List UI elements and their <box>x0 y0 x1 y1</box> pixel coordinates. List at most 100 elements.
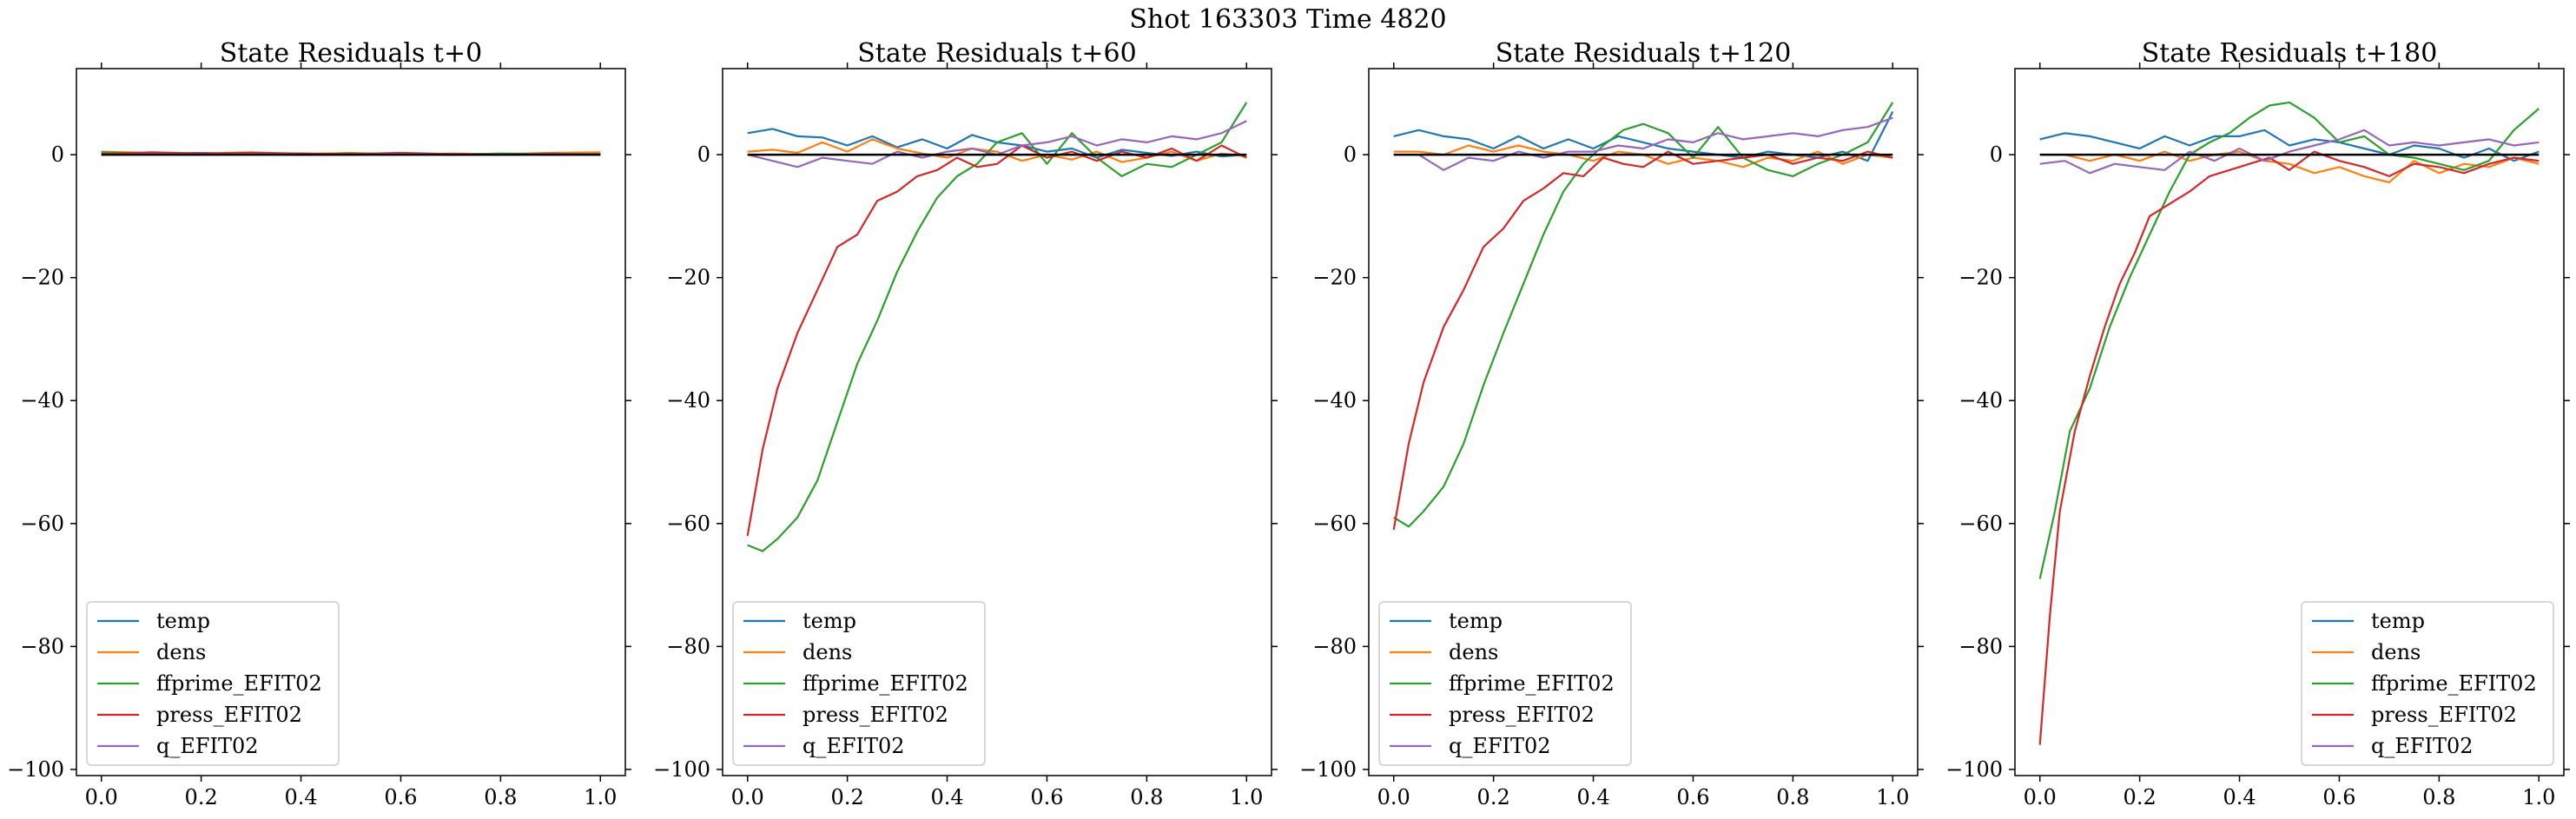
legend-label: temp <box>803 609 856 633</box>
panel-title: State Residuals t+0 <box>220 38 482 69</box>
y-tick-label: −40 <box>20 388 64 413</box>
x-tick-label: 0.4 <box>2223 785 2256 809</box>
legend-label: ffprime_EFIT02 <box>156 671 322 696</box>
x-tick-label: 0.0 <box>85 785 118 809</box>
x-tick-label: 0.8 <box>1130 785 1163 809</box>
legend: temp dens ffprime_EFIT02 press_EFIT02 q_EFIT… <box>732 601 986 766</box>
y-tick-label: −80 <box>1958 634 2003 658</box>
x-tick-label: 1.0 <box>2522 785 2555 809</box>
y-tick-label: −20 <box>1312 266 1357 290</box>
legend-box <box>732 601 986 766</box>
legend-label: ffprime_EFIT02 <box>2371 671 2537 696</box>
y-tick-label: −100 <box>1945 757 2003 782</box>
axes-frame <box>76 68 626 776</box>
legend: temp dens ffprime_EFIT02 press_EFIT02 q_EFIT… <box>2301 601 2554 766</box>
legend-label: q_EFIT02 <box>1449 734 1551 758</box>
series-line-temp <box>1393 111 1894 162</box>
y-tick-label: −60 <box>666 512 710 536</box>
y-tick-label: −60 <box>1958 512 2003 536</box>
legend-label: q_EFIT02 <box>803 734 905 758</box>
x-tick-label: 0.0 <box>2024 785 2057 809</box>
series-line-ffprime_EFIT02 <box>2038 101 2540 579</box>
y-tick-label: −40 <box>666 388 710 413</box>
figure-suptitle: Shot 163303 Time 4820 <box>1129 4 1446 35</box>
y-tick-label: −20 <box>1958 266 2003 290</box>
series-line-press_EFIT02 <box>746 144 1247 537</box>
chart-panel-1: State Residuals t+60 −100 −80 −60 −40 −20 0 0.0… <box>653 38 1278 809</box>
series-line-ffprime_EFIT02 <box>747 102 1248 552</box>
series-line-q_EFIT02 <box>1393 116 1893 171</box>
x-tick-label: 0.2 <box>185 785 218 809</box>
axes-frame <box>1368 68 1919 776</box>
y-tick-label: −60 <box>20 512 64 536</box>
legend-label: temp <box>2371 609 2425 633</box>
x-tick-label: 0.6 <box>2322 785 2355 809</box>
chart-panel-0: State Residuals t+0 −100 −80 −60 −40 −20 0 0.0 0… <box>7 38 631 809</box>
chart-panel-2: State Residuals t+120 −100 −80 −60 −40 −20 0 0.… <box>1299 38 1924 809</box>
legend-label: ffprime_EFIT02 <box>1449 671 1615 696</box>
legend-label: press_EFIT02 <box>803 703 948 727</box>
axes-frame <box>722 68 1272 776</box>
x-tick-label: 1.0 <box>1876 785 1909 809</box>
y-tick-label: 0 <box>51 142 64 167</box>
x-tick-label: 0.0 <box>1377 785 1410 809</box>
series-line-press_EFIT02 <box>1392 150 1893 531</box>
x-tick-label: 0.4 <box>1576 785 1609 809</box>
axes-frame <box>2014 68 2565 776</box>
series-line-ffprime_EFIT02 <box>1393 102 1894 528</box>
y-tick-label: 0 <box>1344 142 1357 167</box>
legend-label: temp <box>1449 609 1503 633</box>
series-line-q_EFIT02 <box>2039 129 2540 175</box>
legend-box <box>86 601 340 766</box>
y-tick-label: 0 <box>1990 142 2003 167</box>
legend-label: press_EFIT02 <box>1449 703 1595 727</box>
y-tick-label: −80 <box>1312 634 1357 658</box>
legend-label: press_EFIT02 <box>156 703 302 727</box>
legend-label: dens <box>2371 640 2421 664</box>
legend-box <box>1378 601 1632 766</box>
legend-label: q_EFIT02 <box>2371 734 2474 758</box>
legend-box <box>2301 601 2554 766</box>
y-tick-label: −80 <box>20 634 64 658</box>
x-tick-label: 0.2 <box>2124 785 2157 809</box>
x-tick-label: 0.4 <box>284 785 317 809</box>
legend-label: ffprime_EFIT02 <box>803 671 968 696</box>
x-tick-label: 0.6 <box>1676 785 1709 809</box>
y-tick-label: −100 <box>653 757 710 782</box>
y-tick-label: −40 <box>1312 388 1357 413</box>
y-tick-label: −80 <box>666 634 710 658</box>
x-tick-label: 0.0 <box>731 785 764 809</box>
legend-label: q_EFIT02 <box>156 734 259 758</box>
x-tick-label: 0.6 <box>1030 785 1063 809</box>
panel-title: State Residuals t+60 <box>857 38 1136 69</box>
legend-label: dens <box>803 640 852 664</box>
y-tick-label: −40 <box>1958 388 2003 413</box>
y-tick-label: −60 <box>1312 512 1357 536</box>
x-tick-label: 0.8 <box>2422 785 2455 809</box>
x-tick-label: 0.8 <box>484 785 517 809</box>
legend-label: temp <box>156 609 210 633</box>
x-tick-label: 0.4 <box>930 785 963 809</box>
legend-label: dens <box>1449 640 1498 664</box>
x-tick-label: 0.2 <box>831 785 864 809</box>
x-tick-label: 1.0 <box>1230 785 1263 809</box>
panel-title: State Residuals t+120 <box>1496 38 1792 69</box>
x-tick-label: 1.0 <box>584 785 617 809</box>
legend-label: press_EFIT02 <box>2371 703 2517 727</box>
y-tick-label: 0 <box>697 142 710 167</box>
y-tick-label: −100 <box>7 757 64 782</box>
y-tick-label: −20 <box>666 266 710 290</box>
series-line-press_EFIT02 <box>2038 150 2540 745</box>
y-tick-label: −100 <box>1299 757 1357 782</box>
chart-panel-3: State Residuals t+180 −100 −80 −60 −40 −20 0 0.… <box>1945 38 2570 809</box>
y-tick-label: −20 <box>20 266 64 290</box>
x-tick-label: 0.6 <box>384 785 417 809</box>
x-tick-label: 0.2 <box>1477 785 1510 809</box>
x-tick-label: 0.8 <box>1776 785 1809 809</box>
legend-label: dens <box>156 640 206 664</box>
series-line-dens <box>2039 150 2540 183</box>
legend: temp dens ffprime_EFIT02 press_EFIT02 q_EFIT… <box>86 601 340 766</box>
panels: State Residuals t+0 −100 −80 −60 −40 −20 0 0.0 0… <box>7 38 2570 809</box>
